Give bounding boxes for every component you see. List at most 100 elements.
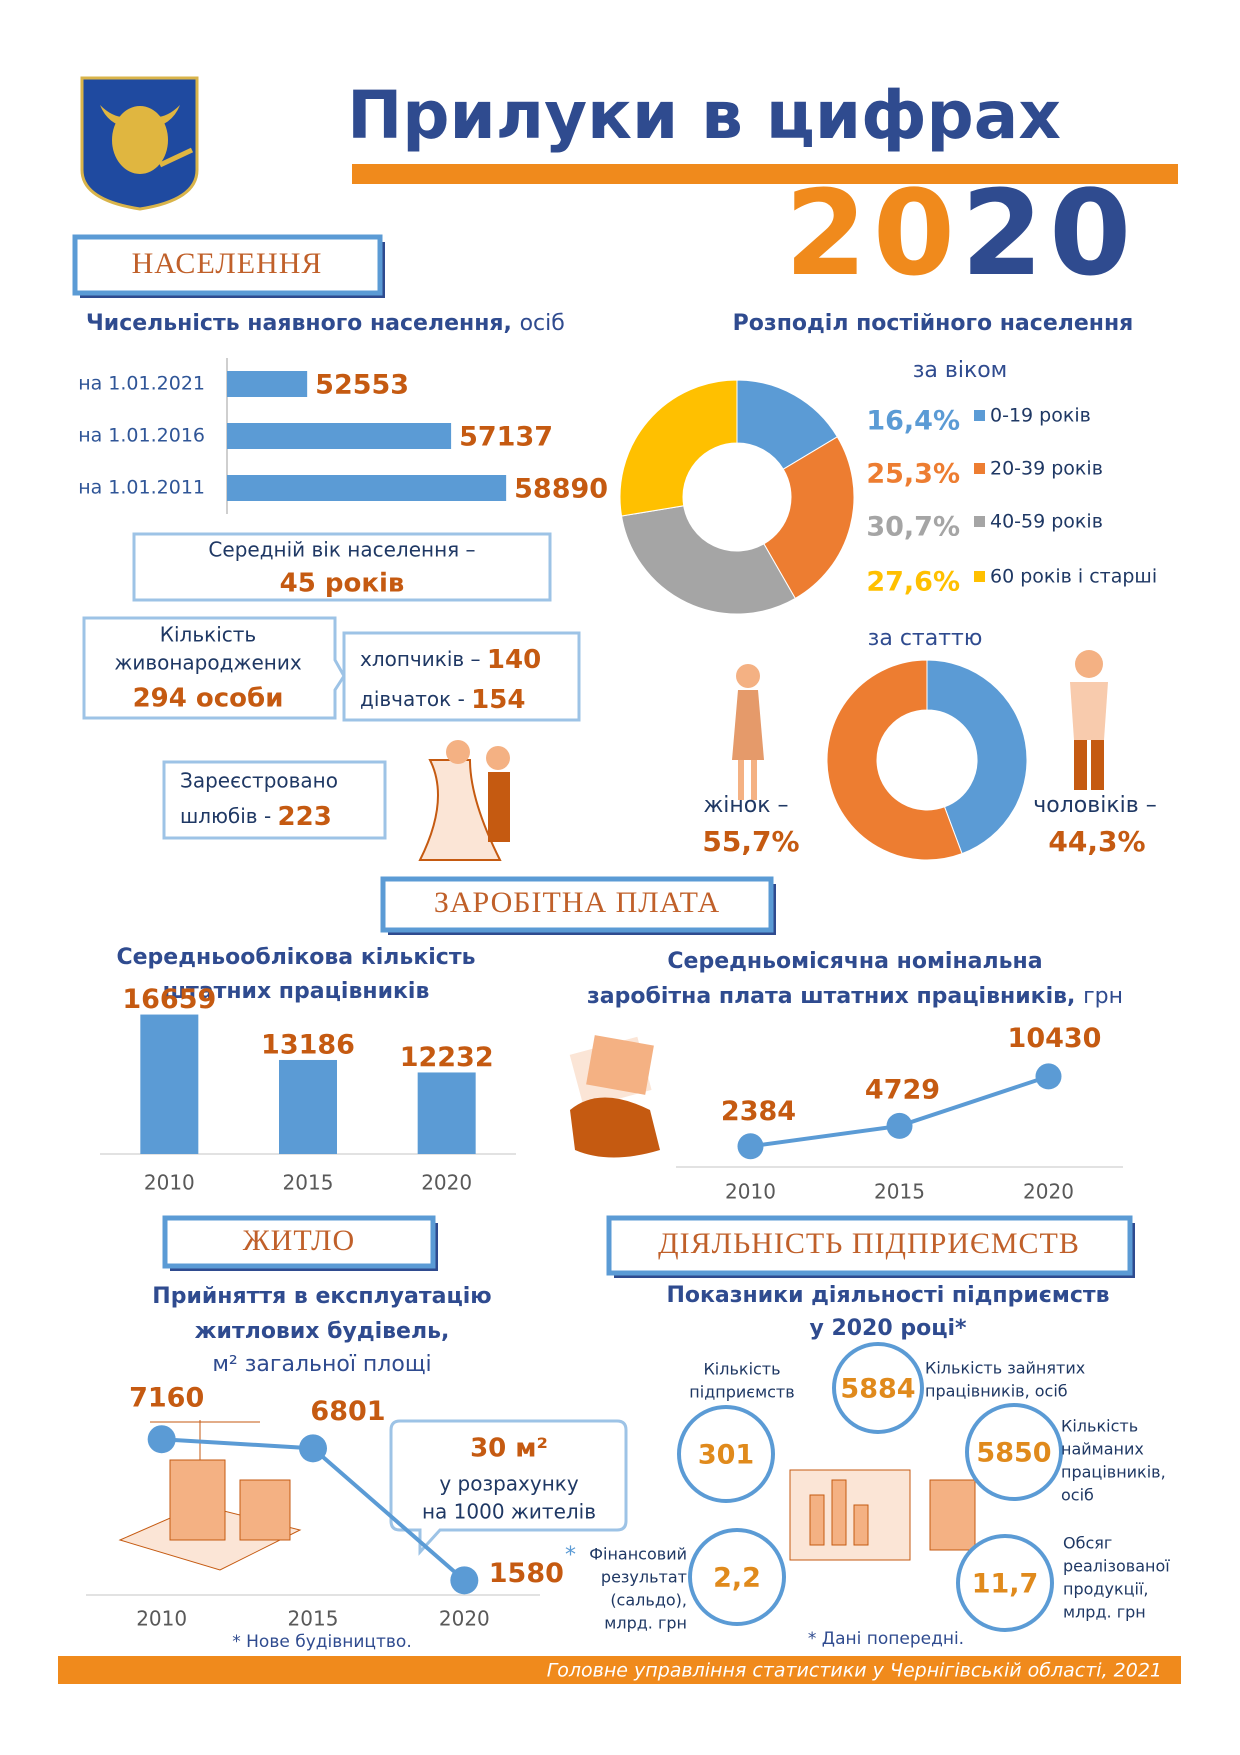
indicator-value: 5884 xyxy=(840,1374,915,1405)
section-subtitle: Показники діяльності підприємств xyxy=(666,1283,1109,1308)
data-label: 16,4% xyxy=(866,406,960,437)
data-label: 57137 xyxy=(459,422,553,453)
indicator-circle xyxy=(677,1405,775,1503)
marker xyxy=(1035,1063,1062,1090)
donut-segment xyxy=(620,505,796,615)
legend-label: 20-39 років xyxy=(990,458,1103,480)
info-value: 154 xyxy=(471,685,525,715)
enterprise-collage xyxy=(789,1469,976,1561)
footnote: * Дані попередні. xyxy=(808,1629,964,1649)
chart-unit: грн xyxy=(1083,984,1123,1009)
woman-icon xyxy=(732,664,764,800)
x-tick-label: 2010 xyxy=(136,1607,187,1631)
x-tick-label: 2020 xyxy=(439,1607,490,1631)
info-value: 45 років xyxy=(280,569,405,599)
indicator-circle xyxy=(688,1528,786,1626)
legend-swatch xyxy=(974,463,985,474)
indicator-label: найманих xyxy=(1061,1440,1144,1459)
info-label: дівчаток - 154 xyxy=(360,685,525,715)
chart-subtitle: за статтю xyxy=(868,626,983,651)
callout-box xyxy=(389,1419,628,1556)
marker xyxy=(299,1434,327,1463)
bar xyxy=(227,371,308,397)
section-subtitle: у 2020 році* xyxy=(809,1316,967,1341)
bar xyxy=(279,1059,337,1154)
data-label: 16659 xyxy=(122,984,216,1015)
bar xyxy=(417,1072,476,1154)
legend-swatch xyxy=(974,571,985,582)
x-tick-label: 2020 xyxy=(1023,1180,1074,1204)
indicator-label: Кількість xyxy=(703,1360,780,1379)
donut-segment xyxy=(926,659,1028,855)
legend-label: 0-19 років xyxy=(990,405,1091,427)
chart-title: Чисельність наявного населення, осіб xyxy=(86,311,565,336)
year: 2020 xyxy=(785,164,1137,302)
indicator-value: 11,7 xyxy=(972,1569,1039,1600)
x-tick-label: 2015 xyxy=(283,1171,334,1195)
info-label: Середній вік населення – xyxy=(208,538,475,562)
x-tick-label: 2015 xyxy=(874,1180,925,1204)
legend-swatch xyxy=(974,516,985,527)
indicator-label: результат xyxy=(601,1568,687,1587)
chart-title: Розподіл постійного населення xyxy=(733,311,1134,336)
marker xyxy=(450,1566,479,1595)
callout-value: 30 м² xyxy=(470,1434,548,1464)
footnote: * Нове будівництво. xyxy=(232,1632,411,1652)
info-label: живонароджених xyxy=(114,651,302,675)
info-label: шлюбів - 223 xyxy=(180,802,332,832)
chart-title: житлових будівель, xyxy=(195,1319,450,1344)
indicator-label: Обсяг xyxy=(1063,1534,1112,1553)
chart-title: Чисельність наявного населення, xyxy=(86,311,512,336)
data-label: 52553 xyxy=(315,370,409,401)
donut-segment xyxy=(619,379,738,517)
donut-segment xyxy=(763,436,855,600)
info-label: шлюбів - xyxy=(180,804,271,828)
man-icon xyxy=(1070,650,1108,790)
data-label: 2384 xyxy=(721,1096,796,1127)
indicator-value: 301 xyxy=(698,1440,754,1471)
indicator-label: Кількість xyxy=(1061,1417,1138,1436)
chart-subtitle: за віком xyxy=(913,358,1008,383)
bar xyxy=(227,423,452,449)
x-tick-label: 2015 xyxy=(288,1607,339,1631)
legend-label: 40-59 років xyxy=(990,511,1103,533)
data-label: 30,7% xyxy=(866,512,960,543)
data-label: 25,3% xyxy=(866,459,960,490)
money-icon xyxy=(569,1035,660,1158)
callout-box xyxy=(82,616,346,720)
indicator-label: підприємств xyxy=(689,1383,794,1402)
category-label: чоловіків – xyxy=(1033,793,1156,818)
info-box xyxy=(162,760,387,840)
info-label: хлопчиків – 140 xyxy=(360,645,541,675)
data-label: 13186 xyxy=(261,1029,355,1060)
info-value: 294 особи xyxy=(133,684,284,714)
indicator-label: продукції, xyxy=(1063,1580,1148,1599)
chart-title: Середньомісячна номінальна xyxy=(667,949,1042,974)
construction-icon xyxy=(118,1420,302,1571)
indicator-label: млрд. грн xyxy=(604,1614,687,1633)
indicator-label: млрд. грн xyxy=(1063,1603,1146,1622)
indicator-label: (сальдо), xyxy=(610,1591,687,1610)
footer-bar xyxy=(58,1656,1181,1684)
legend-swatch xyxy=(974,410,985,421)
section-box: НАСЕЛЕННЯ ЗАРОБІТНА ПЛАТА ЖИТЛО ДІЯЛЬНІС… xyxy=(72,234,1135,1278)
wedding-icon xyxy=(418,740,510,861)
indicator-value: 2,2 xyxy=(713,1563,761,1594)
title-rule xyxy=(352,164,1178,184)
indicator-label: осіб xyxy=(1061,1486,1094,1505)
data-label: 12232 xyxy=(400,1042,494,1073)
data-label: 55,7% xyxy=(702,825,799,858)
x-tick-label: 2010 xyxy=(725,1180,776,1204)
info-label: Кількість xyxy=(160,623,256,647)
callout-text: на 1000 жителів xyxy=(422,1500,596,1524)
y-tick-label: на 1.01.2016 xyxy=(78,425,205,447)
marker xyxy=(886,1112,913,1139)
marker xyxy=(147,1425,176,1454)
indicator-circle xyxy=(832,1342,924,1434)
indicator-label: реалізованої xyxy=(1063,1557,1170,1576)
coat-of-arms xyxy=(80,76,199,211)
donut-segment xyxy=(826,659,963,861)
marker xyxy=(737,1133,764,1160)
section-title: ДІЯЛЬНІСТЬ ПІДПРИЄМСТВ xyxy=(658,1227,1080,1260)
